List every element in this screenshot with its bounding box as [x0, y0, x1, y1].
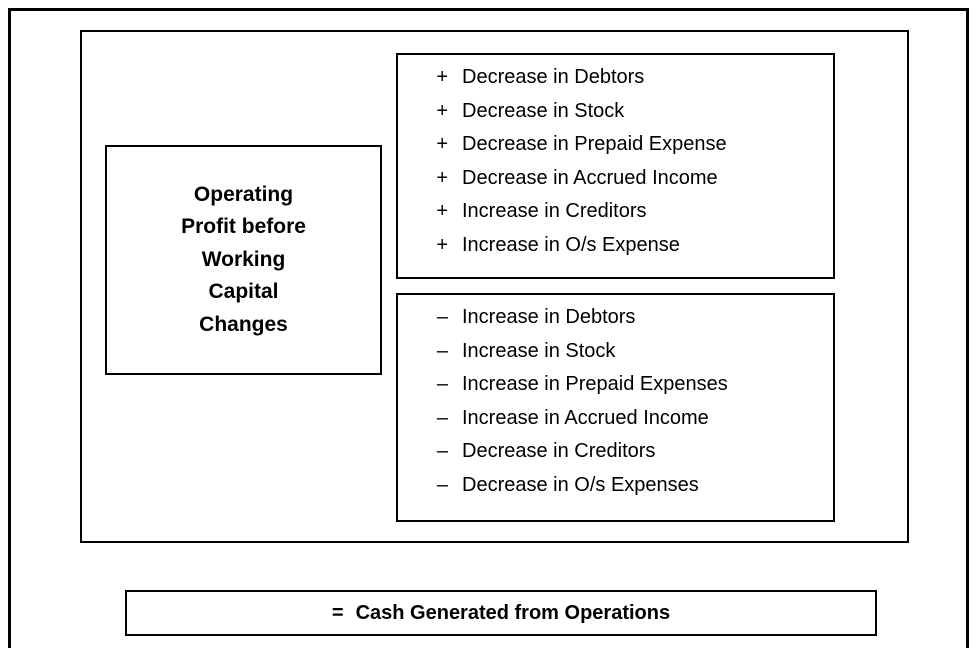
operating-profit-box: Operating Profit before Working Capital Chan… [105, 145, 382, 375]
list-item: – Increase in Accrued Income [398, 402, 833, 436]
item-sign: – [436, 306, 448, 329]
list-item: – Increase in Prepaid Expenses [398, 368, 833, 402]
item-sign: + [436, 233, 448, 256]
item-text: Increase in Prepaid Expenses [462, 373, 728, 396]
item-sign: – [436, 373, 448, 396]
list-item: + Decrease in Accrued Income [398, 162, 833, 196]
box-line: Working [201, 247, 286, 271]
list-item: + Decrease in Stock [398, 95, 833, 129]
list-item: + Decrease in Prepaid Expense [398, 128, 833, 162]
box-line: Changes [199, 312, 288, 336]
item-sign: + [436, 200, 448, 223]
item-sign: + [436, 66, 448, 89]
item-text: Decrease in Accrued Income [462, 166, 718, 189]
box-line: Operating [193, 182, 294, 206]
item-text: Increase in O/s Expense [462, 233, 680, 256]
item-text: Decrease in Stock [462, 99, 625, 122]
item-text: Increase in Creditors [462, 200, 647, 223]
box-line: Capital [208, 280, 279, 304]
item-text: Decrease in O/s Expenses [462, 473, 699, 496]
result-text: Cash Generated from Operations [355, 601, 671, 624]
inner-frame [80, 30, 909, 543]
deductions-box: – Increase in Debtors – Increase in Stock – I… [396, 293, 835, 522]
item-sign: – [436, 473, 448, 496]
item-sign: – [436, 440, 448, 463]
item-text: Increase in Debtors [462, 306, 636, 329]
result-sign: = [331, 601, 344, 624]
list-item: + Decrease in Debtors [398, 61, 833, 95]
item-sign: + [436, 166, 448, 189]
item-sign: – [436, 339, 448, 362]
item-text: Decrease in Debtors [462, 66, 645, 89]
item-text: Decrease in Prepaid Expense [462, 133, 727, 156]
item-text: Increase in Stock [462, 339, 616, 362]
list-item: – Increase in Debtors [398, 301, 833, 335]
list-item: – Increase in Stock [398, 335, 833, 369]
additions-box: + Decrease in Debtors + Decrease in Stock + D… [396, 53, 835, 279]
result-box: = Cash Generated from Operations [125, 590, 877, 636]
list-item: – Decrease in Creditors [398, 435, 833, 469]
item-sign: + [436, 99, 448, 122]
item-text: Decrease in Creditors [462, 440, 656, 463]
box-line: Profit before [181, 215, 306, 239]
item-sign: + [436, 133, 448, 156]
list-item: + Increase in Creditors [398, 195, 833, 229]
item-sign: – [436, 406, 448, 429]
outer-frame [8, 8, 969, 648]
item-text: Increase in Accrued Income [462, 406, 709, 429]
list-item: – Decrease in O/s Expenses [398, 469, 833, 503]
list-item: + Increase in O/s Expense [398, 229, 833, 263]
